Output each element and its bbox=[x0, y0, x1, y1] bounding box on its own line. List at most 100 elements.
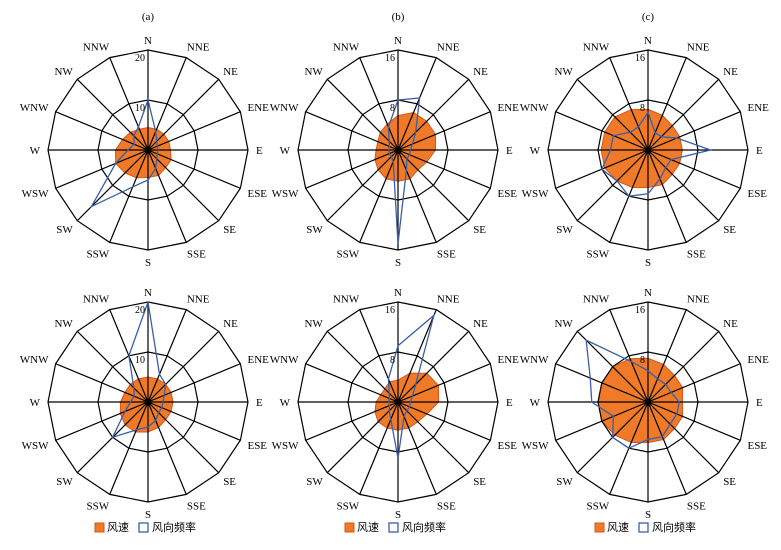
legend-speed-swatch bbox=[344, 522, 355, 533]
direction-label-nne: NNE bbox=[687, 294, 710, 306]
grid-spoke-wsw bbox=[55, 149, 149, 189]
direction-label-nnw: NNW bbox=[583, 42, 610, 54]
direction-label-wnw: WNW bbox=[270, 354, 299, 366]
direction-label-nne: NNE bbox=[687, 42, 710, 54]
grid-spoke-sse bbox=[647, 149, 687, 243]
grid-spoke-wnw bbox=[555, 111, 649, 151]
grid-spoke-nne bbox=[147, 57, 187, 151]
direction-label-sse: SSE bbox=[187, 248, 206, 260]
direction-label-e: E bbox=[506, 145, 513, 157]
grid-spoke-wsw bbox=[55, 401, 149, 441]
grid-spoke-se bbox=[647, 149, 720, 222]
grid-spoke-ese bbox=[147, 401, 241, 441]
direction-label-nnw: NNW bbox=[83, 42, 110, 54]
grid-spoke-nne bbox=[647, 309, 687, 403]
direction-label-se: SE bbox=[223, 224, 236, 236]
direction-label-se: SE bbox=[473, 224, 486, 236]
direction-label-sse: SSE bbox=[687, 500, 706, 512]
direction-label-sw: SW bbox=[56, 224, 73, 236]
direction-label-se: SE bbox=[473, 476, 486, 488]
direction-label-e: E bbox=[256, 397, 263, 409]
grid-spoke-sw bbox=[576, 149, 649, 222]
wind-rose-panel-5: N NNE NE ENE E ESE SE SSE S SSW SW WSW W WNW NW NNW 8 16 0 bbox=[270, 287, 519, 521]
legend-speed-label: 风速 bbox=[357, 521, 379, 534]
direction-label-se: SE bbox=[723, 476, 736, 488]
direction-label-ssw: SSW bbox=[87, 248, 110, 260]
grid-spoke-ese bbox=[147, 149, 241, 189]
direction-label-s: S bbox=[645, 257, 651, 269]
ring-label-zero: 0 bbox=[397, 146, 402, 157]
grid-spoke-sse bbox=[397, 149, 437, 243]
direction-label-nw: NW bbox=[304, 318, 323, 330]
grid-spoke-nw bbox=[326, 78, 399, 151]
legend-speed-label: 风速 bbox=[107, 521, 129, 534]
grid-spoke-ene bbox=[147, 363, 241, 403]
grid-spoke-ene bbox=[647, 363, 741, 403]
wind-speed-series bbox=[597, 357, 684, 444]
direction-label-n: N bbox=[394, 35, 402, 47]
panel-label: (b) bbox=[392, 11, 405, 23]
direction-label-se: SE bbox=[723, 224, 736, 236]
direction-label-s: S bbox=[395, 257, 401, 269]
grid-spoke-se bbox=[147, 149, 220, 222]
direction-label-ne: NE bbox=[723, 318, 738, 330]
grid-spoke-sw bbox=[76, 149, 149, 222]
direction-label-nnw: NNW bbox=[83, 294, 110, 306]
wind-rose-panel-4: N NNE NE ENE E ESE SE SSE S SSW SW WSW W WNW NW NNW 10 20… bbox=[20, 287, 269, 521]
ring-label: 8 bbox=[390, 355, 395, 366]
wind-rose-panel-6: N NNE NE ENE E ESE SE SSE S SSW SW WSW W WNW NW NNW 8 16 0 bbox=[520, 287, 769, 521]
legend-speed-label: 风速 bbox=[607, 521, 629, 534]
grid-spoke-nw bbox=[76, 330, 149, 403]
direction-label-nnw: NNW bbox=[583, 294, 610, 306]
grid-spoke-nne bbox=[147, 309, 187, 403]
direction-label-nw: NW bbox=[554, 66, 573, 78]
direction-label-ene: ENE bbox=[747, 102, 769, 114]
wind-rose-panel-3: N NNE NE ENE E ESE SE SSE S SSW SW WSW W WNW NW NNW 8 16 0… bbox=[520, 11, 769, 269]
legend-frequency-swatch bbox=[388, 522, 399, 533]
wind-frequency-series bbox=[601, 111, 713, 197]
wind-rose-panel-1: N NNE NE ENE E ESE SE SSE S SSW SW WSW W WNW NW NNW 10 20… bbox=[20, 11, 269, 269]
grid-spoke-ene bbox=[147, 111, 241, 151]
grid-spoke-ese bbox=[397, 401, 491, 441]
direction-label-wsw: WSW bbox=[522, 440, 550, 452]
grid-spoke-ne bbox=[647, 78, 720, 151]
legend-frequency-label: 风向频率 bbox=[652, 520, 696, 534]
panel-label: (c) bbox=[642, 11, 655, 23]
legend-1: 风速 风向频率 bbox=[94, 520, 196, 534]
legend-frequency-swatch bbox=[138, 522, 149, 533]
direction-label-nne: NNE bbox=[437, 42, 460, 54]
panel-label: (a) bbox=[142, 11, 155, 23]
grid-spoke-nnw bbox=[609, 57, 649, 151]
grid-spoke-ne bbox=[647, 330, 720, 403]
grid-spoke-wsw bbox=[305, 401, 399, 441]
grid-spoke-nw bbox=[76, 78, 149, 151]
direction-label-ne: NE bbox=[223, 318, 238, 330]
ring-label-zero: 0 bbox=[147, 146, 152, 157]
grid-spoke-nne bbox=[397, 309, 437, 403]
direction-label-s: S bbox=[145, 257, 151, 269]
ring-label: 8 bbox=[640, 355, 645, 366]
direction-label-s: S bbox=[395, 509, 401, 521]
direction-label-ene: ENE bbox=[247, 102, 269, 114]
grid-spoke-ssw bbox=[109, 149, 149, 243]
grid-spoke-sw bbox=[326, 149, 399, 222]
grid-spoke-ssw bbox=[359, 401, 399, 495]
ring-label: 10 bbox=[135, 355, 145, 366]
direction-label-w: W bbox=[30, 145, 41, 157]
direction-label-n: N bbox=[394, 287, 402, 299]
direction-label-ese: ESE bbox=[497, 440, 517, 452]
direction-label-ssw: SSW bbox=[587, 500, 610, 512]
legend-speed-swatch bbox=[594, 522, 605, 533]
grid-spoke-sse bbox=[647, 401, 687, 495]
legend-3: 风速 风向频率 bbox=[594, 520, 696, 534]
grid-spoke-wnw bbox=[55, 363, 149, 403]
grid-spoke-se bbox=[147, 401, 220, 474]
grid-spoke-wsw bbox=[305, 149, 399, 189]
grid-spoke-wnw bbox=[55, 111, 149, 151]
direction-label-ne: NE bbox=[473, 318, 488, 330]
direction-label-sse: SSE bbox=[437, 500, 456, 512]
direction-label-e: E bbox=[756, 397, 763, 409]
direction-label-ese: ESE bbox=[747, 188, 767, 200]
direction-label-wsw: WSW bbox=[272, 188, 300, 200]
grid-spoke-ne bbox=[397, 330, 470, 403]
